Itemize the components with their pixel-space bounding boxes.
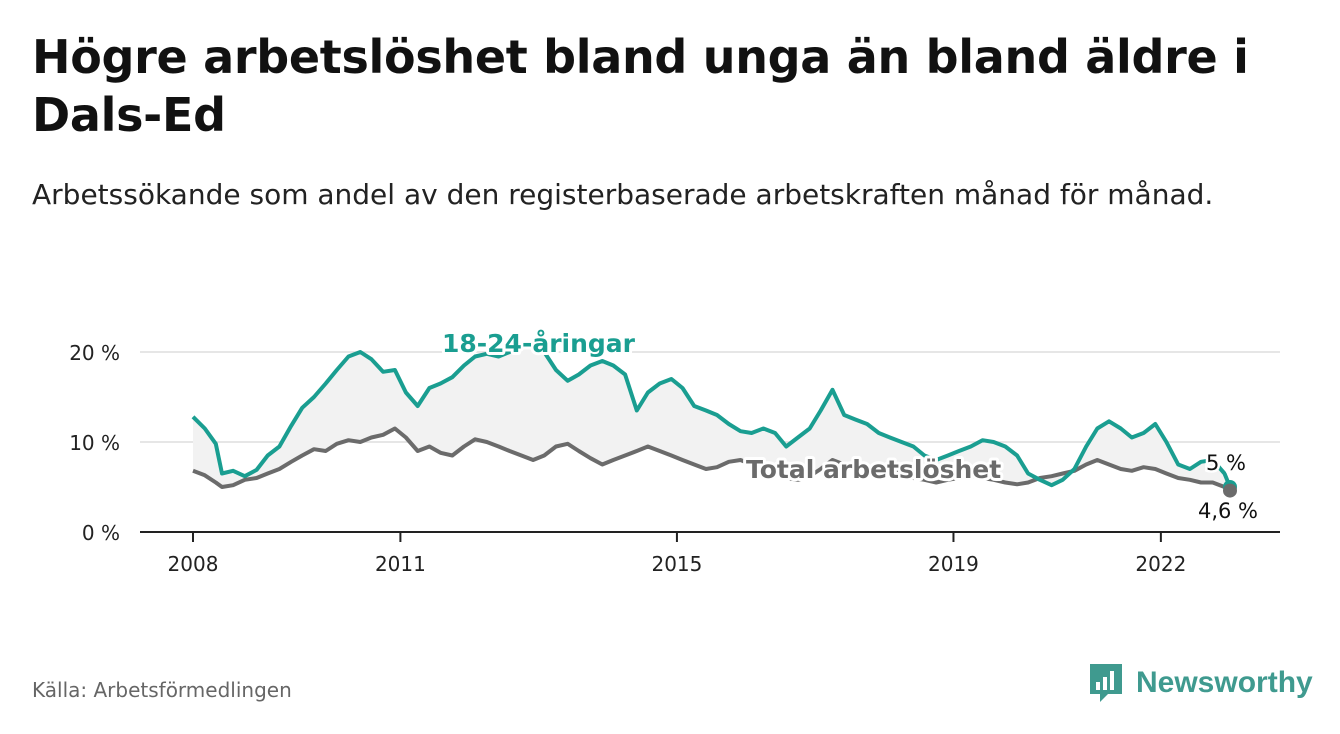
axes: 0 % 10 % 20 % 2008 2011 2015 2019 2022 bbox=[69, 341, 1280, 576]
end-label-total: 4,6 % bbox=[1198, 499, 1258, 523]
series-lines bbox=[191, 341, 1237, 498]
series-label-total: Total arbetslöshet bbox=[746, 455, 1001, 484]
series-line-total bbox=[192, 426, 1232, 493]
source-note: Källa: Arbetsförmedlingen bbox=[32, 678, 292, 702]
y-tick-label-0: 0 % bbox=[82, 521, 120, 545]
chart-subtitle: Arbetssökande som andel av den registerb… bbox=[32, 178, 1214, 211]
series-line-18-24 bbox=[191, 341, 1232, 488]
x-tick-label-2008: 2008 bbox=[168, 552, 219, 576]
end-label-18-24: 5 % bbox=[1206, 451, 1246, 475]
brand-name: Newsworthy bbox=[1136, 666, 1313, 699]
y-tick-label-10: 10 % bbox=[69, 431, 120, 455]
end-point-total bbox=[1223, 483, 1237, 498]
y-tick-label-20: 20 % bbox=[69, 341, 120, 365]
x-tick-label-2015: 2015 bbox=[651, 552, 702, 576]
newsworthy-logo-icon bbox=[1090, 664, 1122, 702]
chart-title: Högre arbetslöshet bland unga än bland ä… bbox=[32, 30, 1249, 142]
series-labels: 18-24-åringar Total arbetslöshet 5 % 4,6 % bbox=[439, 326, 1261, 526]
x-tick-label-2019: 2019 bbox=[928, 552, 979, 576]
x-tick-label-2022: 2022 bbox=[1135, 552, 1186, 576]
x-tick-label-2011: 2011 bbox=[375, 552, 426, 576]
series-label-18-24: 18-24-åringar bbox=[442, 329, 636, 358]
brand-logo: Newsworthy bbox=[1088, 660, 1313, 706]
